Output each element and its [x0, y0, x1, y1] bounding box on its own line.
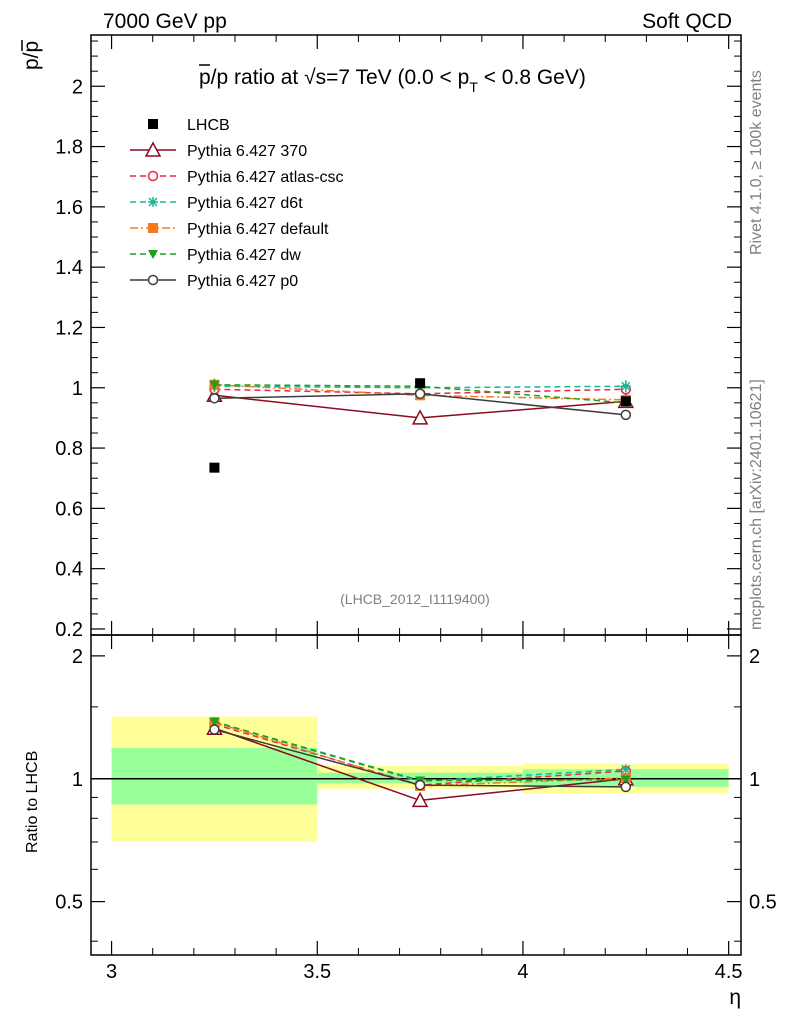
legend-label-pythia-6-427-d6t: Pythia 6.427 d6t [187, 195, 303, 212]
legend-label-pythia-6-427-atlas-csc: Pythia 6.427 atlas-csc [187, 169, 344, 186]
legend-label-pythia-6-427-default: Pythia 6.427 default [187, 221, 329, 238]
header-process-label: Soft QCD [642, 10, 732, 33]
ratio-ytick-label-right: 2 [749, 646, 760, 668]
legend-label-pythia-6-427-p0: Pythia 6.427 p0 [187, 273, 298, 290]
band-inner-0 [111, 747, 318, 805]
point-pythia-6-427-370 [411, 409, 429, 425]
title-suffix: < 0.8 GeV) [478, 66, 586, 89]
ratio-ytick-label-right: 1 [749, 769, 760, 791]
x-axis-label: η [729, 986, 741, 1009]
legend-label-pythia-6-427-dw: Pythia 6.427 dw [187, 247, 301, 264]
ratio-point-pythia-6-427-370 [411, 791, 429, 808]
main-ytick-label: 1.8 [55, 137, 83, 159]
main-ytick-label: 0.2 [55, 619, 83, 641]
ratio-series-layer [206, 717, 635, 808]
chart-title: p/p ratio at √s=7 TeV (0.0 < pT < 0.8 Ge… [199, 66, 586, 95]
legend-marker-pythia-6-427-p0 [147, 274, 159, 286]
point-lhcb [209, 462, 220, 473]
axis-tick-labels: 0.2 0.4 0.6 0.8 1 1.2 1.4 1.6 1.8 2 3 3.5 4 4.5 0.5 0.5… [55, 76, 777, 983]
xtick-label: 4.5 [715, 961, 743, 983]
ratio-ytick-label-left: 2 [72, 646, 83, 668]
title-energy: =7 TeV (0.0 < p [326, 66, 469, 89]
xtick-label: 3 [106, 961, 117, 983]
legend-marker-pythia-6-427-default [148, 223, 158, 233]
legend-marker-pythia-6-427-dw [148, 250, 158, 259]
legend-marker-pythia-6-427-370 [144, 141, 162, 157]
legend-label-lhcb: LHCB [187, 117, 230, 134]
point-lhcb [415, 378, 426, 389]
ratio-ylabel: Ratio to LHCB [24, 751, 41, 853]
ratio-ytick-label-right: 0.5 [749, 892, 777, 914]
axis-ticks [91, 35, 741, 955]
ratio-point-pythia-6-427-d6t [620, 764, 631, 775]
ratio-uncertainty-bands [91, 716, 741, 842]
ratio-point-pythia-6-427-p0 [620, 781, 632, 793]
point-pythia-6-427-dw [209, 380, 220, 390]
ratio-panel-frame [90, 634, 742, 956]
title-sqrt-s: √s [304, 66, 326, 89]
main-ytick-label: 1 [72, 378, 83, 400]
legend-marker-lhcb [148, 119, 158, 129]
main-ytick-label: 2 [72, 76, 83, 98]
main-ytick-label: 1.6 [55, 197, 83, 219]
title-subscript: T [469, 79, 478, 95]
main-ylabel-group: p/p [20, 40, 43, 70]
ratio-point-pythia-6-427-dw [209, 717, 220, 727]
legend: LHCB Pythia 6.427 370 Pythia 6.427 atlas-c… [130, 117, 344, 290]
series-line-pythia-6-427-default [214, 383, 626, 401]
xtick-label: 4 [517, 961, 528, 983]
ratio-point-pythia-6-427-p0 [414, 779, 426, 791]
rivet-version-label: Rivet 4.1.0, ≥ 100k events [748, 70, 765, 255]
title-prefix: p/p ratio at [199, 66, 304, 89]
point-pythia-6-427-p0 [620, 409, 632, 421]
main-ytick-label: 1.4 [55, 257, 83, 279]
main-series-layer [206, 378, 635, 473]
point-pythia-6-427-d6t [620, 381, 631, 392]
xtick-label: 3.5 [303, 961, 331, 983]
header-energy-label: 7000 GeV pp [103, 10, 227, 33]
point-pythia-6-427-p0 [414, 388, 426, 400]
main-ylabel: p/p [20, 41, 43, 70]
analysis-id: (LHCB_2012_I1119400) [340, 591, 490, 607]
point-pythia-6-427-p0 [209, 393, 220, 404]
legend-marker-pythia-6-427-d6t [148, 197, 158, 207]
point-lhcb [620, 396, 631, 407]
ratio-point-pythia-6-427-dw [620, 775, 631, 785]
main-ytick-label: 0.8 [55, 438, 83, 460]
main-ytick-label: 0.6 [55, 498, 83, 520]
ratio-point-pythia-6-427-p0 [209, 724, 220, 735]
mcplots-label: mcplots.cern.ch [arXiv:2401.10621] [748, 379, 765, 630]
main-ytick-label: 0.4 [55, 559, 83, 581]
legend-label-pythia-6-427-370: Pythia 6.427 370 [187, 143, 307, 160]
ratio-ytick-label-left: 1 [72, 769, 83, 791]
main-ytick-label: 1.2 [55, 317, 83, 339]
legend-marker-pythia-6-427-atlas-csc [147, 170, 159, 182]
ratio-ytick-label-left: 0.5 [55, 892, 83, 914]
